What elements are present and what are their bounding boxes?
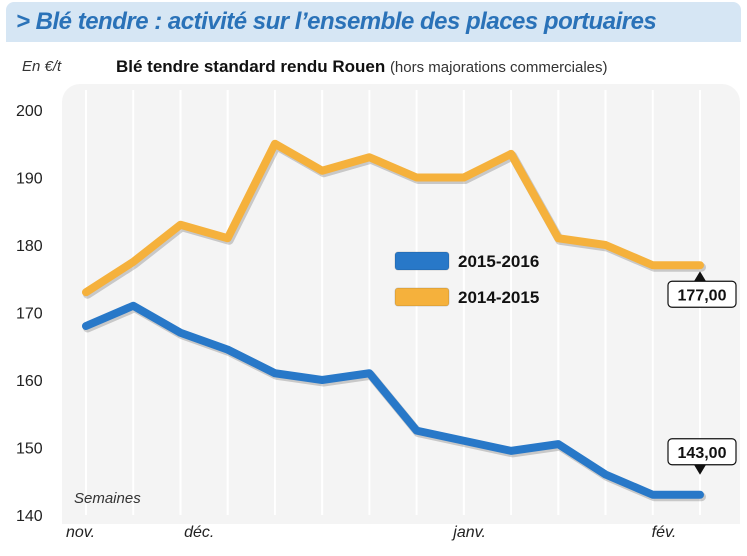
y-tick-label: 190 (16, 171, 43, 188)
y-tick-label: 180 (16, 238, 43, 255)
callout-arrow-2014-2015 (694, 271, 706, 282)
legend: 2015-2016 2014-2015 (394, 251, 539, 307)
chart-subtitle: (hors majorations commerciales) (389, 59, 608, 76)
header-bar: > Blé tendre : activité sur l’ensemble d… (6, 2, 741, 42)
x-tick-label: janv. (451, 524, 486, 541)
chart-title-main: Blé tendre standard rendu Rouen (116, 57, 386, 76)
y-axis-unit-label: En €/t (22, 58, 62, 75)
y-tick-label: 150 (16, 441, 43, 458)
series-line-2014-2015 (82, 139, 704, 297)
y-tick-label: 200 (16, 103, 43, 120)
y-tick-label: 160 (16, 373, 43, 390)
gridlines (85, 90, 701, 515)
legend-swatch-2014-2015 (394, 287, 450, 307)
legend-swatch-2015-2016 (394, 251, 450, 271)
x-axis-title: Semaines (74, 490, 141, 507)
callout-arrow-2015-2016 (694, 464, 706, 475)
x-tick-label: fév. (652, 524, 677, 541)
y-tick-label: 170 (16, 306, 43, 323)
x-tick-label: déc. (184, 524, 214, 541)
callout-box-2014-2015 (667, 280, 737, 308)
y-axis-ticks: 140 150 160 170 180 190 200 (16, 103, 43, 525)
y-tick-label: 140 (16, 508, 43, 525)
x-tick-label: nov. (66, 524, 95, 541)
page-title: > Blé tendre : activité sur l’ensemble d… (16, 8, 657, 35)
legend-label-2014-2015: 2014-2015 (458, 288, 539, 307)
callout-box-2015-2016 (667, 438, 737, 466)
chart-title: Blé tendre standard rendu Rouen (hors ma… (116, 57, 608, 77)
callout-value-2015-2016: 143,00 (678, 445, 727, 462)
series-line-2015-2016 (82, 301, 704, 499)
legend-label-2015-2016: 2015-2016 (458, 252, 539, 271)
x-axis-ticks: nov. déc. janv. fév. (66, 524, 676, 541)
end-value-callouts: 143,00 177,00 (667, 271, 737, 475)
series-lines (82, 139, 706, 502)
callout-value-2014-2015: 177,00 (678, 287, 727, 304)
